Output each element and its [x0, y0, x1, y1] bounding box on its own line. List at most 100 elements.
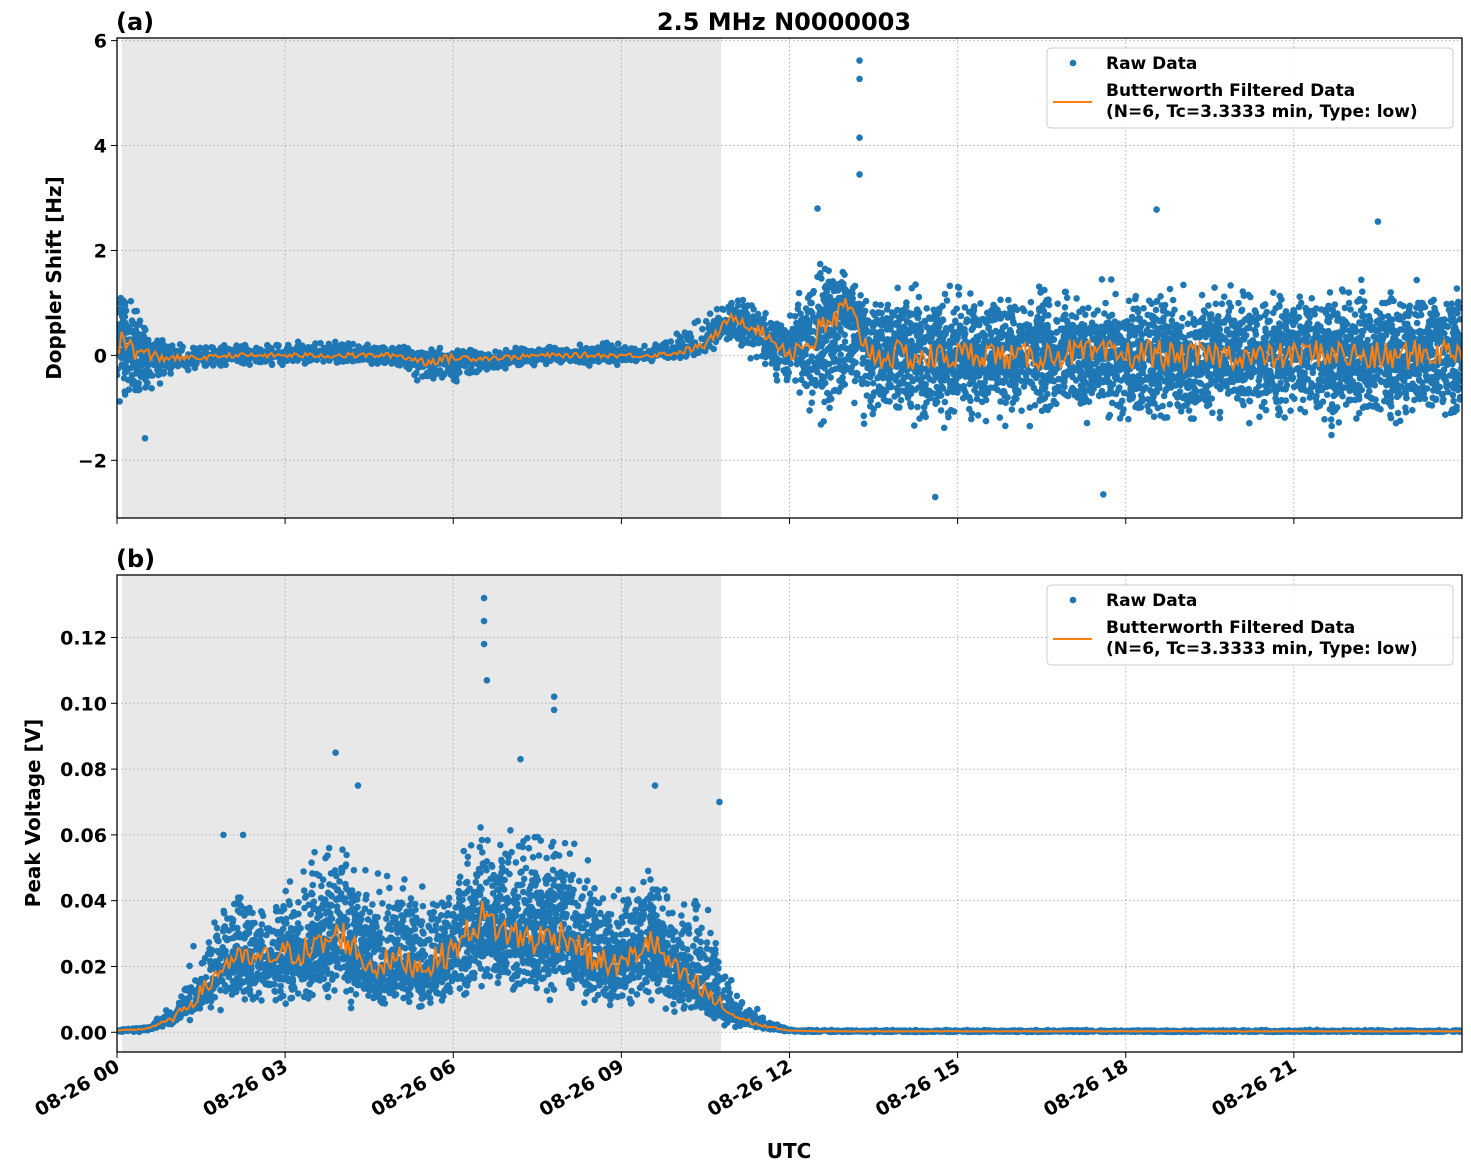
- raw-data-point: [1223, 383, 1230, 390]
- raw-data-point: [859, 345, 866, 353]
- raw-data-point: [1163, 310, 1171, 317]
- raw-data-point: [851, 359, 858, 367]
- raw-data-point: [600, 349, 607, 356]
- raw-data-point: [694, 317, 702, 325]
- raw-data-point: [1216, 408, 1224, 416]
- raw-data-point: [1228, 322, 1236, 329]
- raw-data-point: [801, 317, 809, 325]
- raw-data-point: [1040, 307, 1048, 315]
- raw-data-point: [1028, 380, 1036, 387]
- raw-data-point: [1246, 397, 1254, 405]
- raw-data-point: [512, 344, 519, 352]
- raw-data-point: [926, 394, 934, 402]
- raw-data-point: [978, 332, 986, 340]
- raw-data-point: [1030, 341, 1038, 348]
- raw-data-point: [1308, 295, 1316, 302]
- raw-data-point: [234, 357, 241, 365]
- raw-data-point: [768, 343, 775, 350]
- raw-data-point: [1270, 309, 1277, 317]
- raw-data-point: [563, 346, 570, 354]
- raw-data-point: [787, 360, 794, 368]
- raw-data-point: [923, 305, 930, 312]
- raw-data-point: [1123, 374, 1130, 381]
- raw-data-point: [946, 325, 954, 333]
- raw-data-point: [994, 386, 1001, 394]
- raw-data-point: [1120, 406, 1127, 413]
- raw-data-point: [359, 356, 367, 363]
- raw-data-point: [304, 354, 312, 362]
- raw-data-point: [1126, 396, 1134, 403]
- raw-data-point: [117, 371, 121, 379]
- raw-data-point: [156, 380, 164, 387]
- raw-data-point: [783, 366, 790, 373]
- raw-data-point: [1018, 350, 1025, 357]
- raw-data-point: [784, 372, 791, 380]
- raw-data-point: [1153, 389, 1160, 396]
- raw-data-point: [818, 340, 826, 347]
- raw-data-point: [1279, 385, 1287, 393]
- raw-data-point: [1208, 311, 1215, 318]
- raw-data-point: [859, 360, 866, 367]
- raw-data-point: [799, 353, 807, 360]
- raw-data-point: [1136, 315, 1144, 322]
- raw-data-point: [1114, 324, 1122, 332]
- raw-data-point: [874, 401, 882, 409]
- raw-data-point: [1195, 371, 1203, 379]
- raw-data-point: [1094, 307, 1101, 314]
- raw-data-point: [809, 289, 817, 297]
- raw-data-point: [841, 338, 849, 346]
- raw-data-point: [950, 309, 957, 316]
- raw-data-point: [713, 305, 721, 313]
- raw-data-point: [1076, 308, 1083, 316]
- raw-data-point: [1163, 414, 1171, 421]
- raw-data-point: [796, 329, 803, 337]
- raw-data-point: [848, 343, 856, 350]
- raw-data-point: [1253, 321, 1261, 329]
- raw-data-point: [761, 360, 769, 368]
- raw-data-point: [1255, 314, 1263, 322]
- raw-data-point: [1153, 315, 1160, 323]
- raw-data-point: [842, 356, 850, 363]
- raw-data-point: [844, 365, 851, 373]
- raw-data-point: [808, 353, 816, 360]
- raw-data-point: [985, 324, 993, 331]
- raw-data-point: [1160, 332, 1168, 340]
- raw-data-point: [817, 421, 825, 428]
- raw-data-point: [915, 293, 923, 301]
- raw-data-point: [830, 287, 838, 295]
- raw-data-point: [1039, 331, 1047, 338]
- raw-data-point: [746, 339, 753, 347]
- raw-data-point: [1125, 415, 1132, 423]
- raw-data-point: [911, 422, 918, 429]
- raw-data-point: [230, 347, 237, 354]
- raw-data-point: [1130, 305, 1137, 313]
- raw-data-point: [1238, 306, 1246, 314]
- raw-data-point: [202, 344, 210, 351]
- raw-data-point: [1205, 302, 1212, 309]
- raw-data-point: [1027, 310, 1034, 317]
- raw-data-point: [135, 381, 142, 388]
- raw-data-point: [841, 331, 848, 339]
- raw-data-point: [875, 309, 882, 317]
- raw-data-point: [119, 310, 126, 318]
- raw-data-point: [1002, 422, 1009, 430]
- raw-data-point: [142, 326, 149, 334]
- raw-data-point: [173, 347, 181, 355]
- raw-data-point: [788, 341, 796, 349]
- raw-data-point: [1127, 381, 1134, 388]
- raw-data-point: [179, 343, 186, 351]
- raw-data-point: [1098, 276, 1106, 283]
- raw-data-point: [1068, 312, 1076, 319]
- raw-data-point: [1224, 313, 1232, 320]
- raw-data-point: [1259, 302, 1267, 310]
- raw-data-point: [886, 322, 893, 330]
- raw-data-point: [764, 351, 772, 359]
- raw-data-point: [1257, 370, 1265, 377]
- raw-data-point: [578, 346, 586, 353]
- raw-data-point: [1268, 379, 1276, 386]
- raw-data-point: [1181, 334, 1188, 342]
- raw-data-point: [1026, 404, 1034, 411]
- raw-data-point: [891, 373, 898, 381]
- raw-data-point: [1291, 395, 1298, 403]
- raw-data-point: [128, 372, 136, 379]
